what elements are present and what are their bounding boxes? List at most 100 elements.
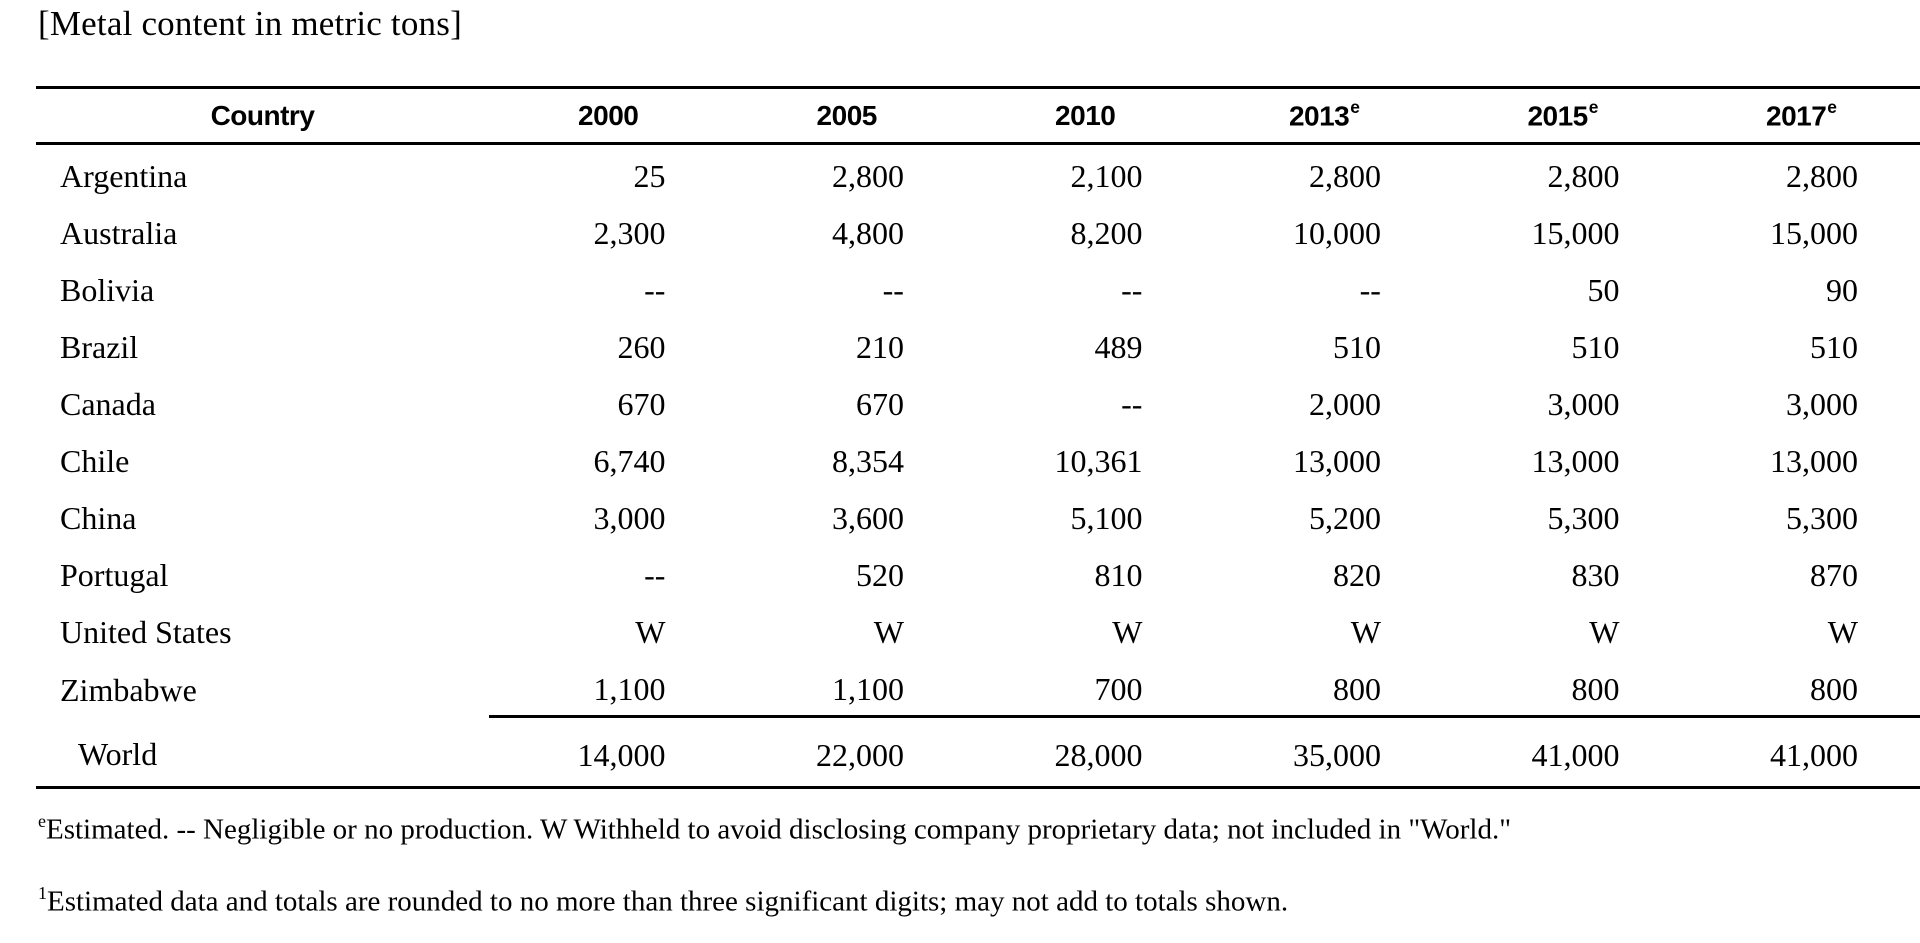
value-cell-2013: 13,000 <box>1292 443 1381 479</box>
country-cell: Canada <box>60 386 156 422</box>
table-row: China 3,000 3,600 5,100 5,200 5,300 5,300 <box>36 487 1920 544</box>
value-cell-2017: 510 <box>1810 329 1858 365</box>
value-cell-2005: 22,000 <box>727 715 966 789</box>
value-cell-2017: 800 <box>1810 671 1858 707</box>
value-cell-2013: 2,800 <box>1308 158 1381 194</box>
value-cell-2010: 810 <box>1094 557 1143 593</box>
value-cell-2013: W <box>1350 614 1381 650</box>
estimated-superscript: e <box>1350 96 1360 117</box>
value-cell-2010: 2,100 <box>1070 158 1143 194</box>
value-cell-2017: 5,300 <box>1786 500 1858 536</box>
country-cell: Australia <box>60 215 178 251</box>
footnote-rounding: 1Estimated data and totals are rounded t… <box>38 883 1289 919</box>
value-cell-2005: 210 <box>855 329 904 365</box>
value-cell-2005: 2,800 <box>831 158 904 194</box>
footnote-marker: e <box>38 811 46 831</box>
value-cell-2005: 520 <box>855 557 904 593</box>
value-cell-2013: 35,000 <box>1204 715 1443 789</box>
value-cell-2010: -- <box>1121 386 1143 422</box>
value-cell-2000: 2,300 <box>593 215 666 251</box>
value-cell-2010: W <box>1112 614 1143 650</box>
value-cell-2000: 14,000 <box>488 715 728 789</box>
value-cell-2010: 489 <box>1094 329 1143 365</box>
value-cell-2015: 800 <box>1571 671 1620 707</box>
country-cell: United States <box>60 614 232 650</box>
value-cell-2017: 13,000 <box>1770 443 1858 479</box>
value-cell-2015: 13,000 <box>1531 443 1620 479</box>
table-row: Zimbabwe 1,100 1,100 700 800 800 800 <box>36 658 1920 717</box>
country-cell: Bolivia <box>60 272 155 308</box>
table-row: Canada 670 670 -- 2,000 3,000 3,000 <box>36 373 1920 430</box>
value-cell-2005: 670 <box>855 386 904 422</box>
value-cell-2013: 5,200 <box>1308 500 1381 536</box>
value-cell-2000: -- <box>644 557 666 593</box>
country-cell: Portugal <box>60 557 169 593</box>
year-column-header-2017: 2017e <box>1681 86 1920 145</box>
year-column-header-2010: 2010 <box>965 86 1205 145</box>
value-cell-2000: 25 <box>633 158 666 194</box>
value-cell-2005: 4,800 <box>831 215 904 251</box>
value-cell-2010: 10,361 <box>1054 443 1143 479</box>
year-column-header-2000: 2000 <box>488 86 728 145</box>
country-cell: Argentina <box>60 158 188 194</box>
value-cell-2015: 41,000 <box>1442 715 1682 789</box>
footnote-estimated: eEstimated. -- Negligible or no producti… <box>38 811 1512 847</box>
year-column-header-2005: 2005 <box>727 86 966 145</box>
table-row: Argentina 25 2,800 2,100 2,800 2,800 2,800 <box>36 144 1920 203</box>
table-row: United States W W W W W W <box>36 601 1920 658</box>
value-cell-2010: 5,100 <box>1070 500 1143 536</box>
value-cell-2013: 10,000 <box>1292 215 1381 251</box>
world-total-row: World 14,000 22,000 28,000 35,000 41,000 41,00… <box>36 715 1920 789</box>
value-cell-2010: 28,000 <box>965 715 1205 789</box>
value-cell-2015: 830 <box>1571 557 1620 593</box>
header-row: Country 2000 2005 2010 2013e 2015e 2017e <box>36 86 1920 145</box>
value-cell-2015: 510 <box>1571 329 1620 365</box>
value-cell-2000: 6,740 <box>593 443 666 479</box>
table-row: Chile 6,740 8,354 10,361 13,000 13,000 13,000 <box>36 430 1920 487</box>
table-row: Portugal -- 520 810 820 830 870 <box>36 544 1920 601</box>
value-cell-2013: 510 <box>1332 329 1381 365</box>
value-cell-2015: 5,300 <box>1547 500 1620 536</box>
value-cell-2005: 8,354 <box>831 443 904 479</box>
table-row: Bolivia -- -- -- -- 50 90 <box>36 259 1920 316</box>
footnote-text: Estimated data and totals are rounded to… <box>46 885 1289 918</box>
value-cell-2015: 3,000 <box>1547 386 1620 422</box>
value-cell-2005: W <box>873 614 904 650</box>
value-cell-2000: 670 <box>617 386 666 422</box>
value-cell-2013: 800 <box>1332 671 1381 707</box>
value-cell-2010: 700 <box>1094 671 1143 707</box>
value-cell-2015: 15,000 <box>1531 215 1620 251</box>
value-cell-2017: W <box>1827 614 1858 650</box>
value-cell-2000: W <box>635 614 666 650</box>
value-cell-2005: -- <box>882 272 904 308</box>
country-cell: Brazil <box>60 329 139 365</box>
value-cell-2000: 3,000 <box>593 500 666 536</box>
estimated-superscript: e <box>1588 96 1599 117</box>
value-cell-2017: 90 <box>1826 272 1858 308</box>
value-cell-2010: -- <box>1121 272 1143 308</box>
table-row: Australia 2,300 4,800 8,200 10,000 15,000 15,0… <box>36 202 1920 259</box>
country-column-header: Country <box>36 86 489 145</box>
year-column-header-2013: 2013e <box>1204 86 1443 145</box>
country-cell: World <box>36 716 489 789</box>
metal-content-table: Country 2000 2005 2010 2013e 2015e 2017e Arge… <box>36 86 1920 789</box>
table-row: Brazil 260 210 489 510 510 510 <box>36 316 1920 373</box>
value-cell-2015: W <box>1589 614 1620 650</box>
value-cell-2000: 260 <box>617 329 666 365</box>
value-cell-2013: 2,000 <box>1308 386 1381 422</box>
country-cell: Chile <box>60 443 130 479</box>
value-cell-2017: 3,000 <box>1786 386 1858 422</box>
value-cell-2015: 2,800 <box>1547 158 1620 194</box>
table-caption: [Metal content in metric tons] <box>38 4 462 43</box>
value-cell-2005: 3,600 <box>831 500 904 536</box>
value-cell-2015: 50 <box>1587 272 1620 308</box>
value-cell-2017: 15,000 <box>1770 215 1858 251</box>
value-cell-2000: -- <box>644 272 666 308</box>
country-cell: China <box>60 500 137 536</box>
value-cell-2013: -- <box>1359 272 1381 308</box>
footnote-text: Estimated. -- Negligible or no productio… <box>45 813 1512 846</box>
value-cell-2010: 8,200 <box>1070 215 1143 251</box>
estimated-superscript: e <box>1827 96 1837 117</box>
country-cell: Zimbabwe <box>60 671 197 708</box>
value-cell-2013: 820 <box>1332 557 1381 593</box>
